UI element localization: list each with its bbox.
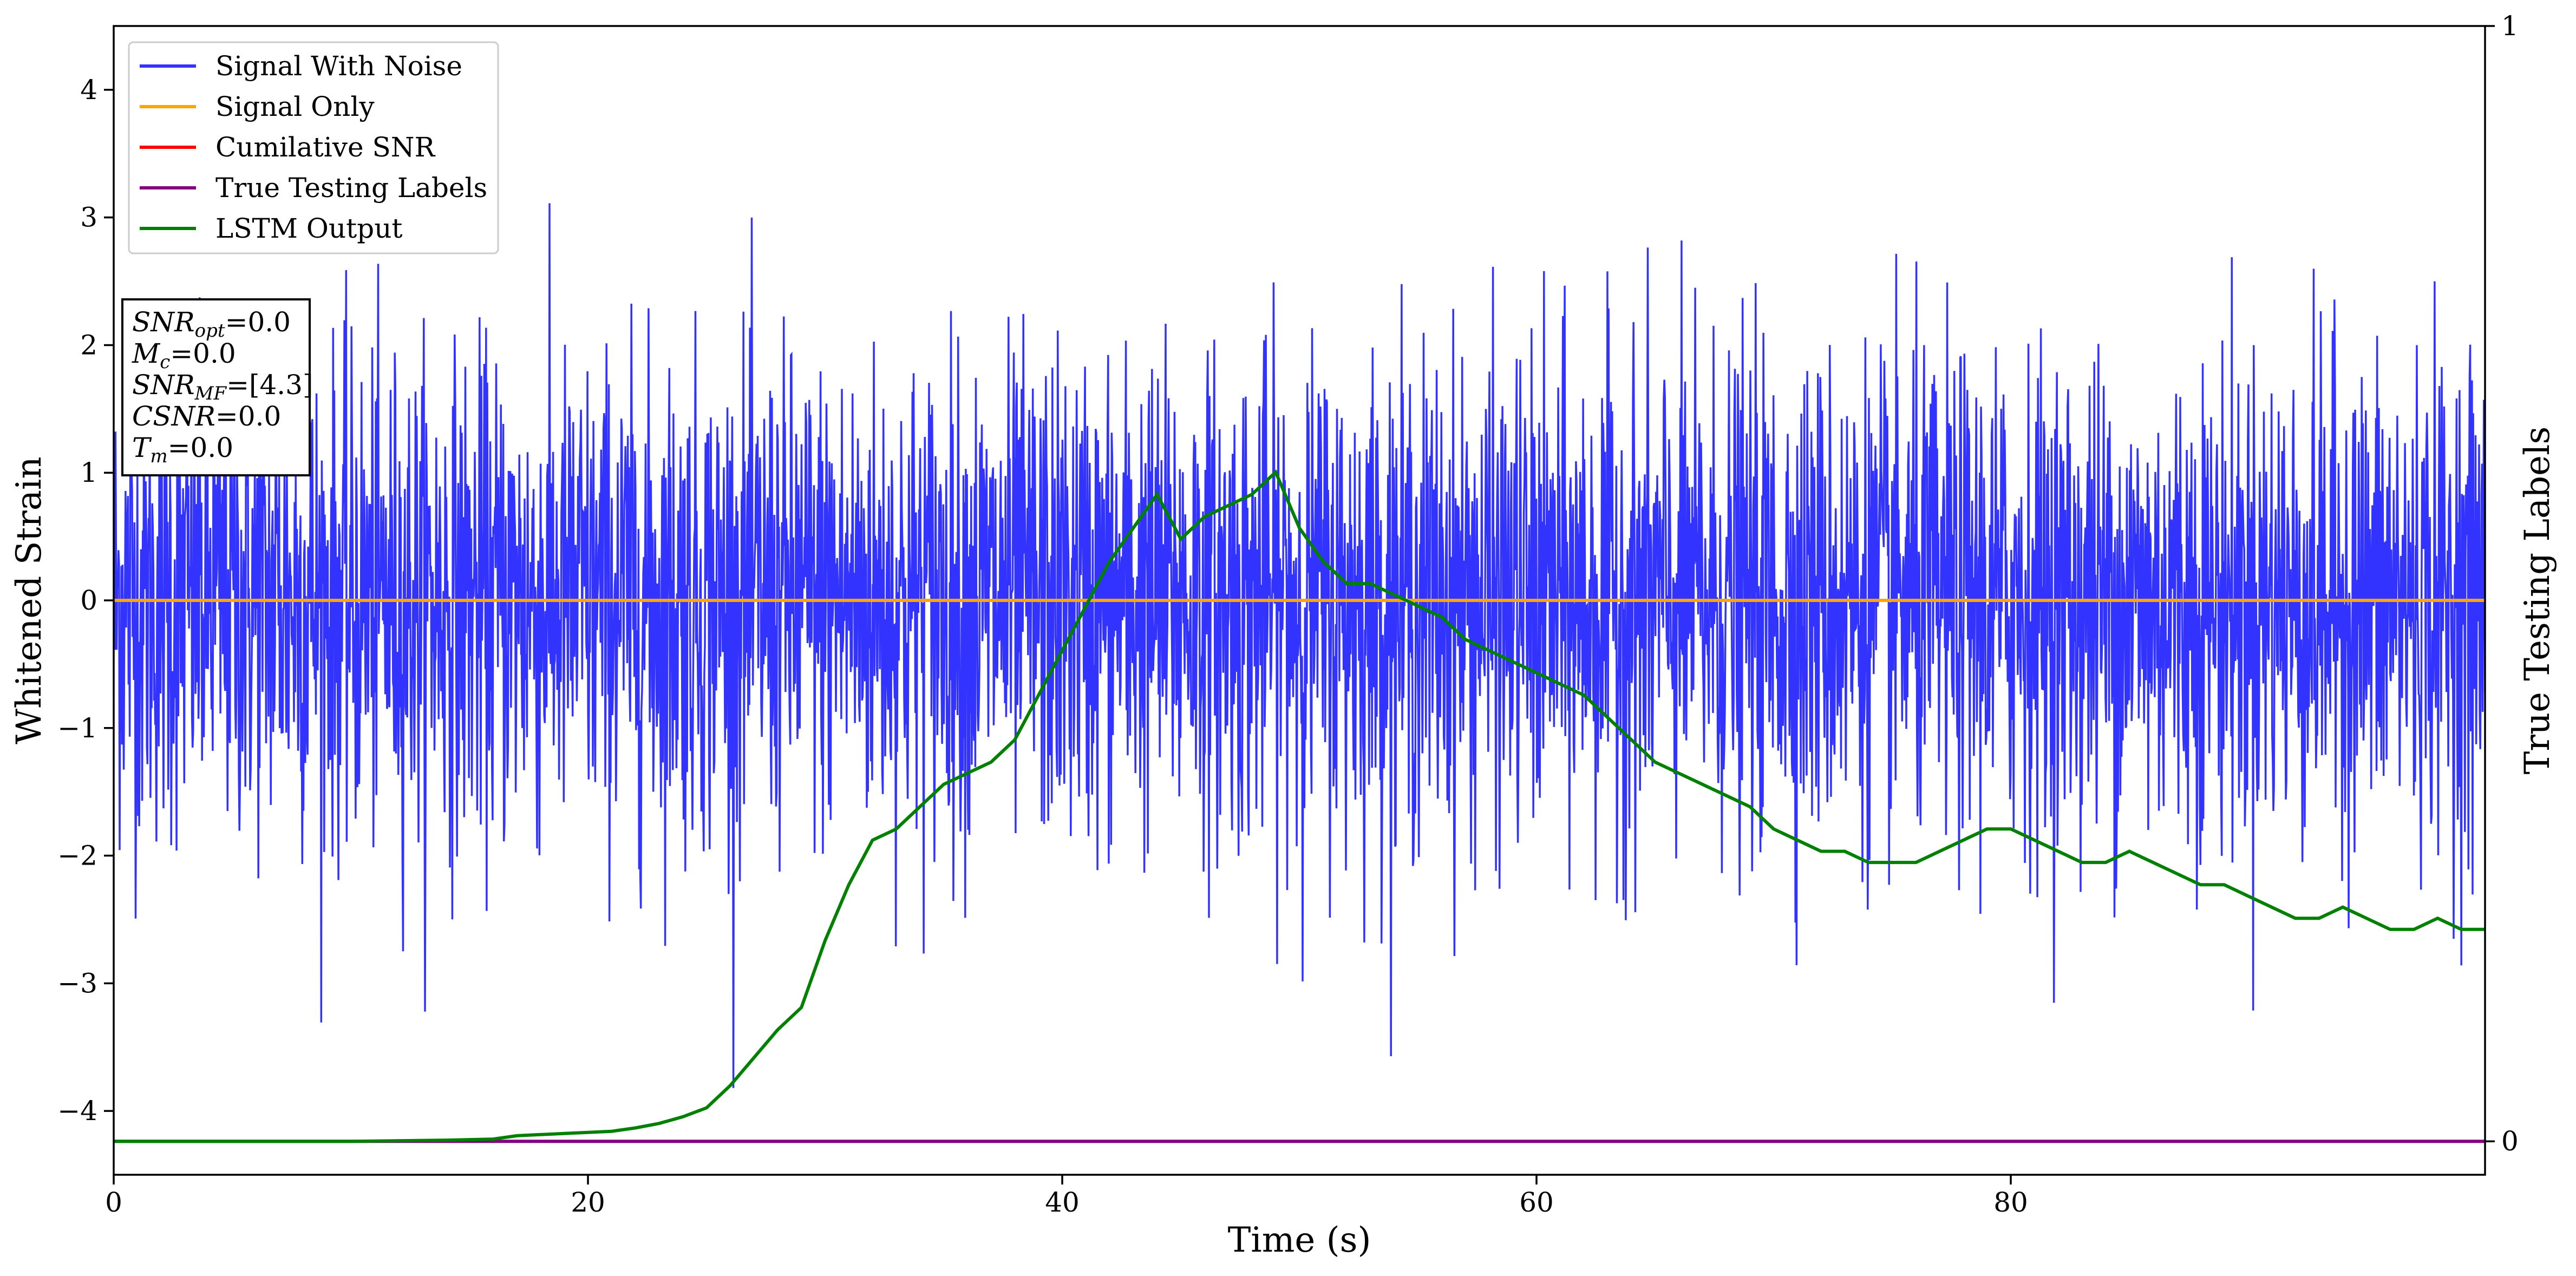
plot-area xyxy=(114,203,2485,1143)
y-tick-label: 2 xyxy=(80,329,97,361)
x-tick-label: 60 xyxy=(1519,1187,1554,1218)
legend-label: LSTM Output xyxy=(215,213,402,244)
y2-axis-ticks: 01 xyxy=(2485,10,2519,1157)
y-axis-ticks: −4 −3 −2 −1 0 1 2 3 4 xyxy=(57,74,114,1127)
y-tick-label: −3 xyxy=(57,967,97,999)
x-tick-label: 20 xyxy=(571,1187,605,1218)
y-tick-label: −4 xyxy=(57,1095,97,1127)
lstm-output-line xyxy=(114,469,2485,1143)
parameter-annotation: SNRopt=0.0 Mc=0.0 SNRMF=[4.3] CSNR=0.0 T… xyxy=(121,298,313,476)
y-tick-label: 4 xyxy=(80,74,97,106)
signal-with-noise-line xyxy=(114,203,2485,1088)
legend: Signal With Noise Signal Only Cumilative… xyxy=(128,41,499,254)
y-tick-label: 3 xyxy=(80,202,97,233)
legend-label: Signal Only xyxy=(215,91,375,122)
y2-tick-label: 0 xyxy=(2501,1126,2519,1157)
y-tick-label: 1 xyxy=(80,457,97,488)
annotation-line-mc: Mc=0.0 xyxy=(132,338,236,373)
legend-box xyxy=(128,41,499,254)
annotation-line-tm: Tm=0.0 xyxy=(132,432,233,467)
legend-entry-cumulative-snr: Cumilative SNR xyxy=(140,132,435,163)
x-axis-title: Time (s) xyxy=(1228,1220,1371,1260)
y2-axis-title: True Testing Labels xyxy=(2518,427,2558,775)
legend-label: Cumilative SNR xyxy=(215,132,435,163)
y-tick-label: −1 xyxy=(57,712,97,744)
legend-entry-true-testing-labels: True Testing Labels xyxy=(140,172,487,204)
y-tick-label: 0 xyxy=(80,585,97,616)
x-tick-label: 80 xyxy=(1993,1187,2028,1218)
y-axis-title: Whitened Strain xyxy=(9,456,49,744)
legend-label: Signal With Noise xyxy=(215,50,462,82)
legend-entry-lstm-output: LSTM Output xyxy=(140,213,402,244)
annotation-box xyxy=(121,298,311,476)
y2-tick-label: 1 xyxy=(2501,10,2519,42)
annotation-line-csnr: CSNR=0.0 xyxy=(132,401,281,432)
x-tick-label: 40 xyxy=(1045,1187,1080,1218)
annotation-line-snr-mf: SNRMF=[4.3] xyxy=(132,369,313,404)
legend-entry-signal-with-noise: Signal With Noise xyxy=(140,50,462,82)
y-tick-label: −2 xyxy=(57,840,97,872)
x-tick-label: 0 xyxy=(105,1187,122,1218)
legend-label: True Testing Labels xyxy=(215,172,487,204)
legend-entry-signal-only: Signal Only xyxy=(140,91,375,122)
x-axis-ticks: 0 20 40 60 80 xyxy=(105,1175,2028,1218)
annotation-line-snr-opt: SNRopt=0.0 xyxy=(132,306,291,342)
